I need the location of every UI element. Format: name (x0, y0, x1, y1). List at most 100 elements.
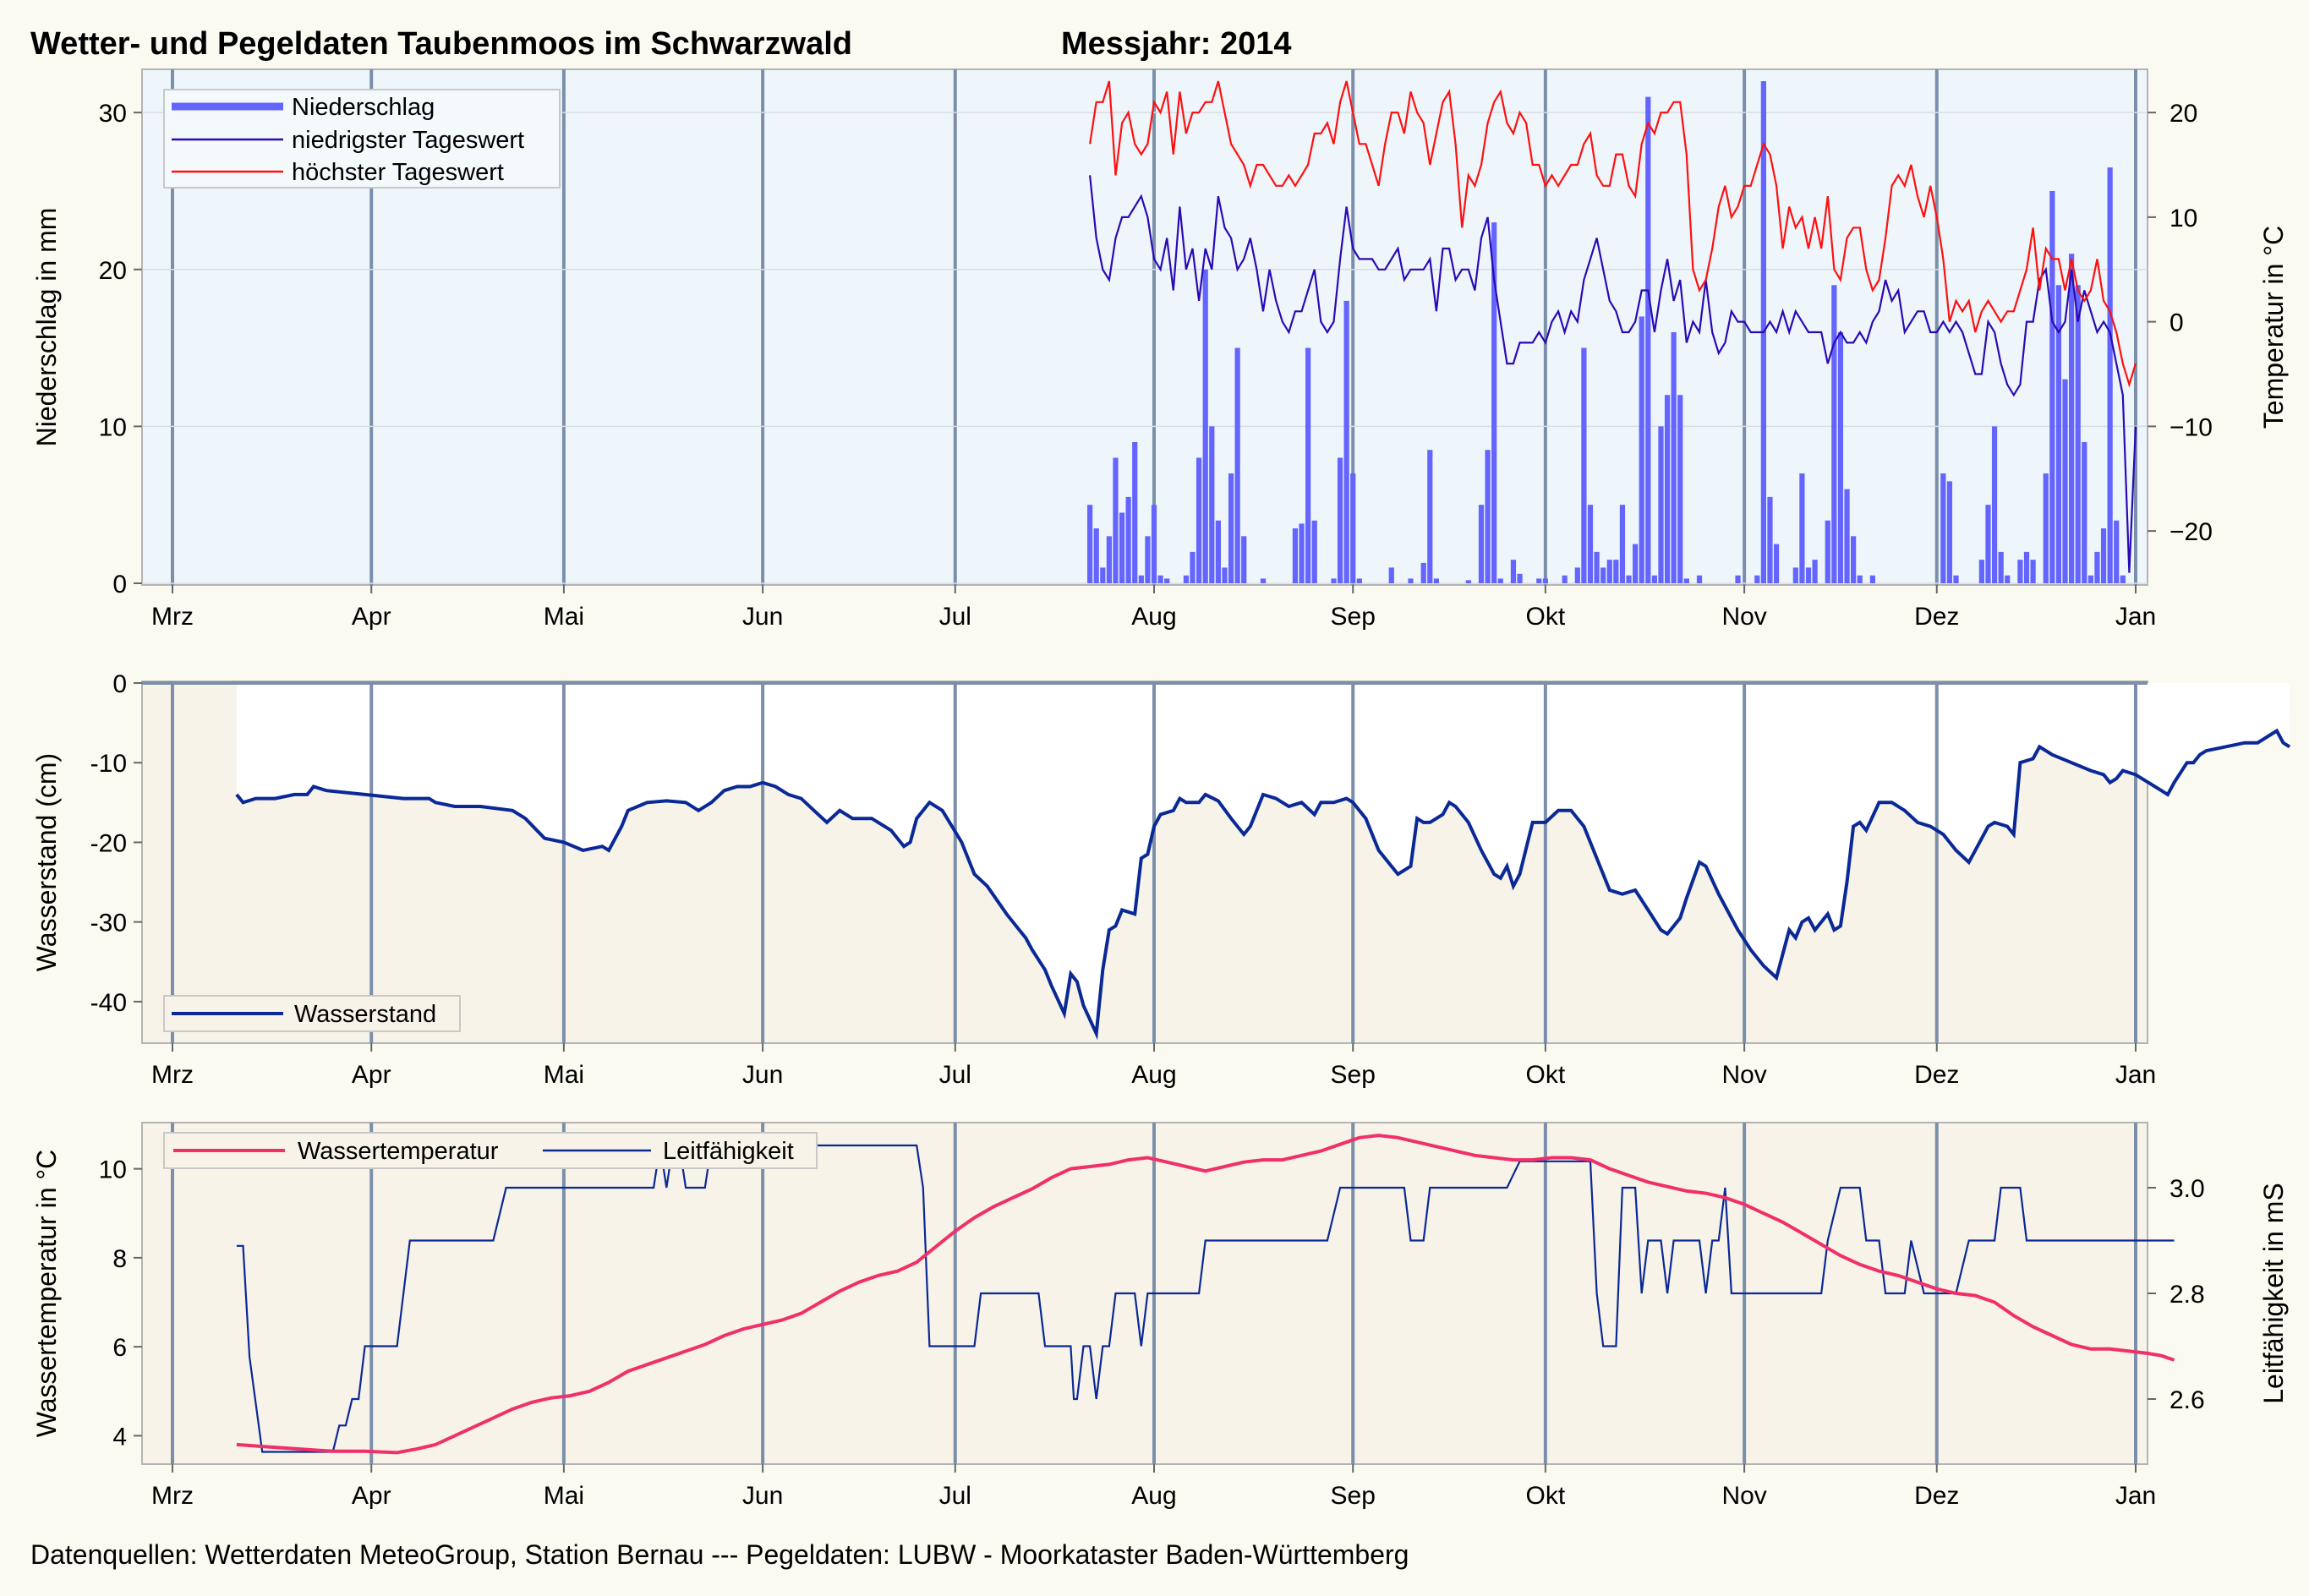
panel1-x-axis: Mrz Apr Mai Jun Jul Aug Sep Okt Nov Dez Jan (151, 585, 2156, 631)
panel1-y2-axis-title: Temperatur in °C (2258, 226, 2289, 429)
panel3-x-axis: Mrz Apr Mai Jun Jul Aug Sep Okt Nov Dez Jan (151, 1464, 2156, 1510)
y-tick-label: 30 (99, 100, 127, 128)
x-tick-label: Mai (544, 1482, 584, 1510)
y-tick-label: 6 (112, 1334, 127, 1362)
precipitation-bar (1343, 300, 1349, 583)
y-tick-label: 20 (99, 257, 127, 285)
x-tick-label: Jul (939, 603, 971, 631)
precipitation-bar (1683, 578, 1689, 583)
precipitation-bar (1767, 496, 1773, 583)
precipitation-bar (1151, 505, 1157, 583)
precipitation-bar (1696, 575, 1703, 583)
x-tick-label: Mai (544, 1061, 584, 1089)
precipitation-bar (1202, 269, 1208, 583)
precipitation-bar (1677, 395, 1683, 583)
panel1-y-axis-title: Niederschlag in mm (31, 208, 62, 447)
precipitation-bar (1581, 347, 1587, 583)
water-level-upper-fill (236, 683, 2290, 1034)
precipitation-bar (2049, 190, 2055, 583)
panel3-plot-area (141, 1122, 2148, 1465)
panel3-y2-axis-title: Leitfähigkeit in mS (2258, 1183, 2289, 1403)
x-tick-label: Apr (352, 1061, 391, 1089)
precipitation-bar (1100, 567, 1106, 583)
precipitation-bar (1542, 578, 1548, 583)
precipitation-bar (1388, 567, 1394, 583)
precipitation-bar (2005, 575, 2011, 583)
panel2-x-axis: Mrz Apr Mai Jun Jul Aug Sep Okt Nov Dez Jan (151, 1043, 2156, 1089)
legend-label-tmin: niedrigster Tageswert (292, 127, 524, 154)
x-tick-label: Mrz (151, 1061, 194, 1089)
x-tick-label: Nov (1721, 1061, 1766, 1089)
precipitation-bar (2023, 551, 2030, 583)
precipitation-bar (1260, 578, 1267, 583)
legend-label-niederschlag: Niederschlag (292, 94, 435, 121)
precipitation-bar (1190, 551, 1196, 583)
tmax-line (1089, 80, 2137, 388)
y2-tick-label: −10 (2169, 413, 2213, 441)
precipitation-bar (1998, 551, 2004, 583)
precipitation-bar (2114, 520, 2120, 583)
precipitation-bar (1132, 441, 1138, 583)
precipitation-bar (1510, 560, 1517, 583)
precipitation-bar (1619, 505, 1626, 583)
precipitation-bar (1831, 285, 1837, 583)
precipitation-bar (1299, 523, 1305, 583)
precipitation-bar (1735, 575, 1741, 583)
precipitation-bar (1408, 578, 1414, 583)
precipitation-bar (1991, 426, 1998, 583)
y2-tick-label: 3.0 (2169, 1175, 2205, 1203)
x-tick-label: Jan (2115, 603, 2156, 631)
precipitation-bar (1799, 473, 1805, 583)
precipitation-bar (1792, 567, 1798, 583)
precipitation-bar (2120, 575, 2126, 583)
precipitation-bar (1844, 489, 1850, 583)
precipitation-bar (2075, 285, 2081, 583)
x-tick-label: Jul (939, 1482, 971, 1510)
y2-tick-label: 20 (2169, 100, 2197, 128)
chart-year: Messjahr: 2014 (1061, 26, 1292, 62)
x-tick-label: Sep (1331, 1482, 1376, 1510)
precipitation-bar (1978, 560, 1984, 583)
precipitation-bar (2082, 441, 2087, 583)
precipitation-bar (1209, 426, 1215, 583)
legend-label-leitfaehigkeit: Leitfähigkeit (663, 1138, 794, 1165)
precipitation-bar (1305, 347, 1311, 583)
precipitation-bar (1633, 544, 1639, 583)
legend-label-wasserstand: Wasserstand (294, 1001, 436, 1028)
precipitation-bar (1606, 560, 1612, 583)
x-tick-label: Dez (1914, 1061, 1959, 1089)
precipitation-bar (2087, 575, 2093, 583)
precipitation-bar (1587, 505, 1594, 583)
x-tick-label: Okt (1526, 603, 1566, 631)
precipitation-bar (1497, 578, 1503, 583)
precipitation-bar (1639, 316, 1644, 583)
precipitation-bar (1562, 575, 1568, 583)
precipitation-bar (1946, 481, 1953, 583)
panel1-legend: Niederschlag niedrigster Tageswert höchs… (163, 89, 561, 189)
precipitation-bar (1433, 578, 1439, 583)
conductivity-line (236, 1144, 2175, 1453)
precipitation-bar (2062, 379, 2068, 583)
water-level-line (235, 728, 2291, 1041)
precipitation-bar (1940, 473, 1946, 583)
precipitation-bar (2030, 560, 2036, 583)
precipitation-bar (1491, 222, 1497, 583)
x-tick-label: Sep (1331, 603, 1376, 631)
x-tick-label: Jun (742, 1482, 783, 1510)
precipitation-bar (1087, 505, 1093, 583)
legend-label-wassertemperatur: Wassertemperatur (298, 1138, 499, 1165)
precipitation-bar (1119, 512, 1125, 583)
precipitation-bar (1337, 457, 1343, 583)
x-tick-label: Aug (1131, 1061, 1176, 1089)
data-source-footer: Datenquellen: Wetterdaten MeteoGroup, St… (30, 1539, 1409, 1570)
precipitation-bar (1478, 505, 1485, 583)
precipitation-bar (2069, 254, 2075, 583)
precipitation-bar (1420, 562, 1426, 583)
x-tick-label: Nov (1721, 1482, 1766, 1510)
precipitation-bar (1292, 528, 1299, 583)
y-tick-label: 10 (99, 1156, 127, 1184)
y2-tick-label: −20 (2169, 518, 2213, 546)
panel3-right-axis: 2.6 2.8 3.0 (2148, 1175, 2205, 1414)
y-tick-label: 4 (112, 1423, 127, 1451)
